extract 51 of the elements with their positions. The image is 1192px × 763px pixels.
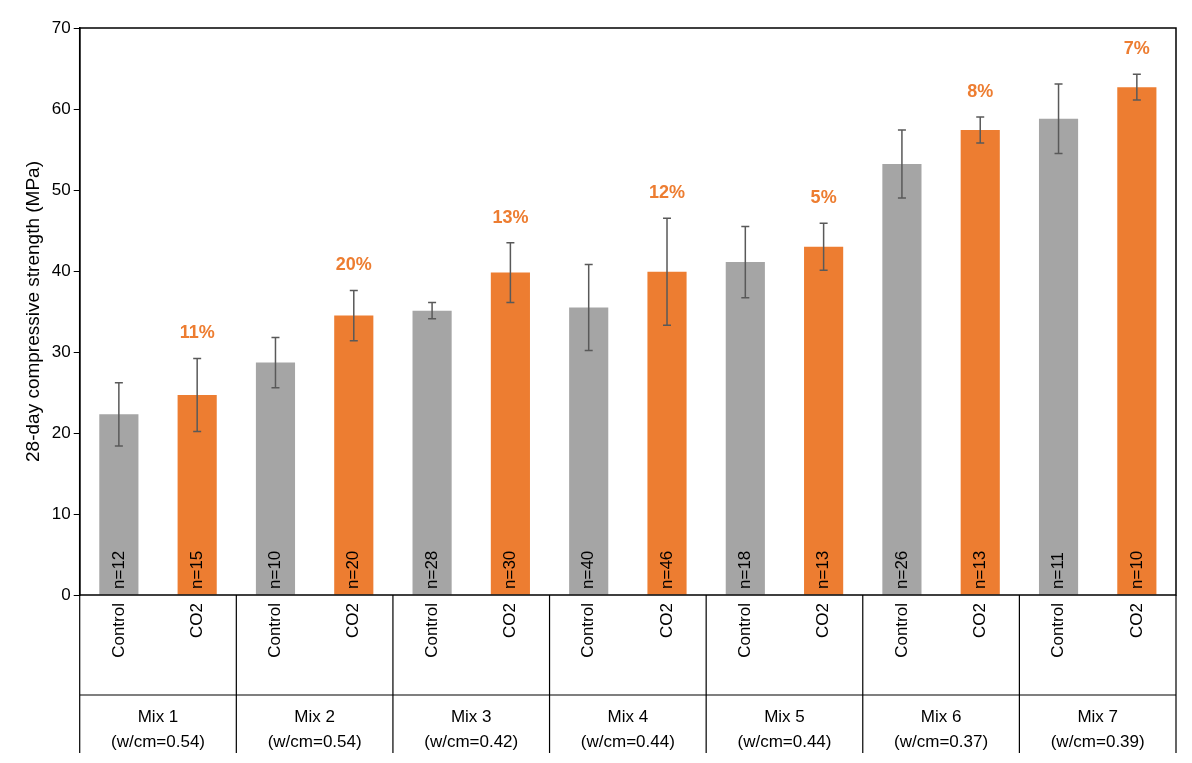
y-tick-label: 0 <box>61 584 71 604</box>
text: CO2 <box>969 603 989 638</box>
annotation: 7% <box>1123 38 1150 59</box>
annotation: n=12 <box>108 550 128 589</box>
x-tick-label: Mix 7 (w/cm=0.39) <box>1050 706 1145 751</box>
annotation: 13% <box>492 206 529 227</box>
annotation: n=26 <box>891 550 911 589</box>
annotation: n=30 <box>500 550 520 589</box>
y-tick-label: 30 <box>51 341 71 361</box>
annotation: n=11 <box>1048 551 1068 589</box>
y-tick-label: 20 <box>51 422 71 442</box>
annotation: 11% <box>179 322 215 343</box>
text: Control <box>891 603 911 658</box>
x-tick-label: Mix 6 (w/cm=0.37) <box>894 706 989 751</box>
text: Control <box>421 603 441 658</box>
annotation: n=10 <box>1126 550 1146 589</box>
text: Control <box>108 603 128 658</box>
y-tick-label: 60 <box>51 98 71 118</box>
text: Control <box>265 603 285 658</box>
text: CO2 <box>813 603 833 638</box>
text: CO2 <box>500 603 520 638</box>
y-tick-label: 50 <box>51 179 71 199</box>
text: Control <box>578 603 598 658</box>
y-axis-title: 28-day compressive strength (MPa) <box>21 161 43 462</box>
annotation: n=10 <box>265 550 285 589</box>
annotation: 5% <box>810 187 837 208</box>
text: Control <box>735 603 754 658</box>
annotation: n=15 <box>186 550 206 589</box>
annotation: 12% <box>648 182 686 203</box>
x-tick-label: Mix 4 (w/cm=0.44) <box>580 706 675 751</box>
annotation: 8% <box>967 81 994 102</box>
annotation: n=46 <box>656 550 676 589</box>
annotation: n=20 <box>343 550 363 589</box>
x-tick-label: Mix 3 (w/cm=0.42) <box>424 706 519 751</box>
y-tick-label: 10 <box>51 503 71 523</box>
annotation: n=40 <box>578 550 598 589</box>
x-tick-label: Mix 2 (w/cm=0.54) <box>267 706 362 751</box>
annotation: n=13 <box>969 550 989 589</box>
y-tick-label: 40 <box>51 260 71 280</box>
text: Control <box>1048 603 1068 658</box>
annotation: 20% <box>335 254 372 275</box>
text: CO2 <box>656 603 676 638</box>
text: CO2 <box>343 603 363 638</box>
annotation: n=18 <box>735 550 754 589</box>
text: CO2 <box>186 603 206 638</box>
x-tick-label: Mix 5 (w/cm=0.44) <box>737 706 832 751</box>
y-tick-label: 70 <box>51 17 71 37</box>
annotation: n=28 <box>421 550 441 589</box>
annotation: n=13 <box>813 550 833 589</box>
x-tick-label: Mix 1 (w/cm=0.54) <box>111 706 206 751</box>
text: CO2 <box>1126 603 1146 638</box>
